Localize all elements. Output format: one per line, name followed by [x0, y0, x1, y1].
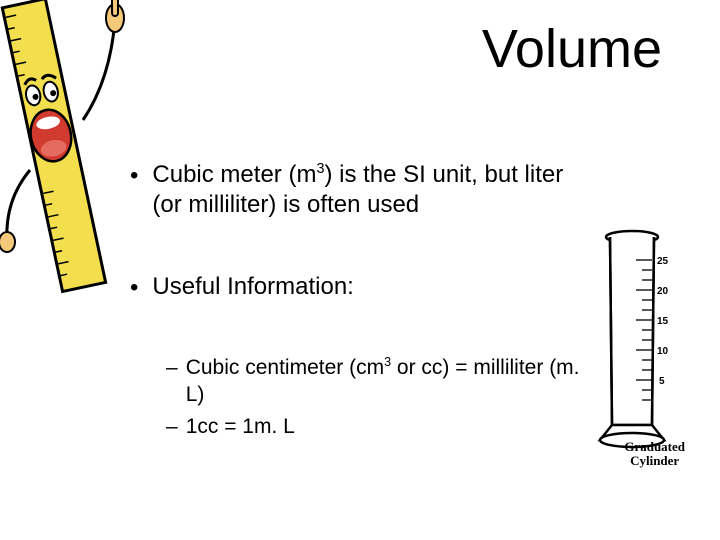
- sub-text: Cubic centimeter (cm3 or cc) = millilite…: [186, 354, 590, 409]
- sub-bullet-cc: – Cubic centimeter (cm3 or cc) = millili…: [166, 354, 590, 409]
- bullet-cubic-meter: • Cubic meter (m3) is the SI unit, but l…: [130, 160, 590, 220]
- dash: –: [166, 354, 178, 381]
- graduated-cylinder-icon: 25 20 15 10 5: [572, 225, 692, 525]
- bullet-useful-info: • Useful Information:: [130, 272, 590, 302]
- ruler-cartoon-icon: [0, 0, 135, 310]
- cyl-mark: 20: [657, 286, 669, 297]
- slide-title: Volume: [482, 18, 662, 80]
- dash: –: [166, 413, 178, 440]
- cyl-mark: 15: [657, 316, 669, 327]
- sub-bullet-group: – Cubic centimeter (cm3 or cc) = millili…: [166, 354, 590, 440]
- sub-bullet-equiv: – 1cc = 1m. L: [166, 413, 590, 440]
- sub-text: 1cc = 1m. L: [186, 413, 590, 440]
- content-area: • Cubic meter (m3) is the SI unit, but l…: [130, 160, 590, 444]
- cyl-mark: 10: [657, 346, 669, 357]
- cyl-mark: 25: [657, 256, 669, 267]
- bullet-text: Useful Information:: [152, 272, 590, 302]
- bullet-text: Cubic meter (m3) is the SI unit, but lit…: [152, 160, 590, 220]
- cylinder-caption: Graduated Cylinder: [624, 440, 685, 469]
- cyl-mark: 5: [659, 376, 665, 387]
